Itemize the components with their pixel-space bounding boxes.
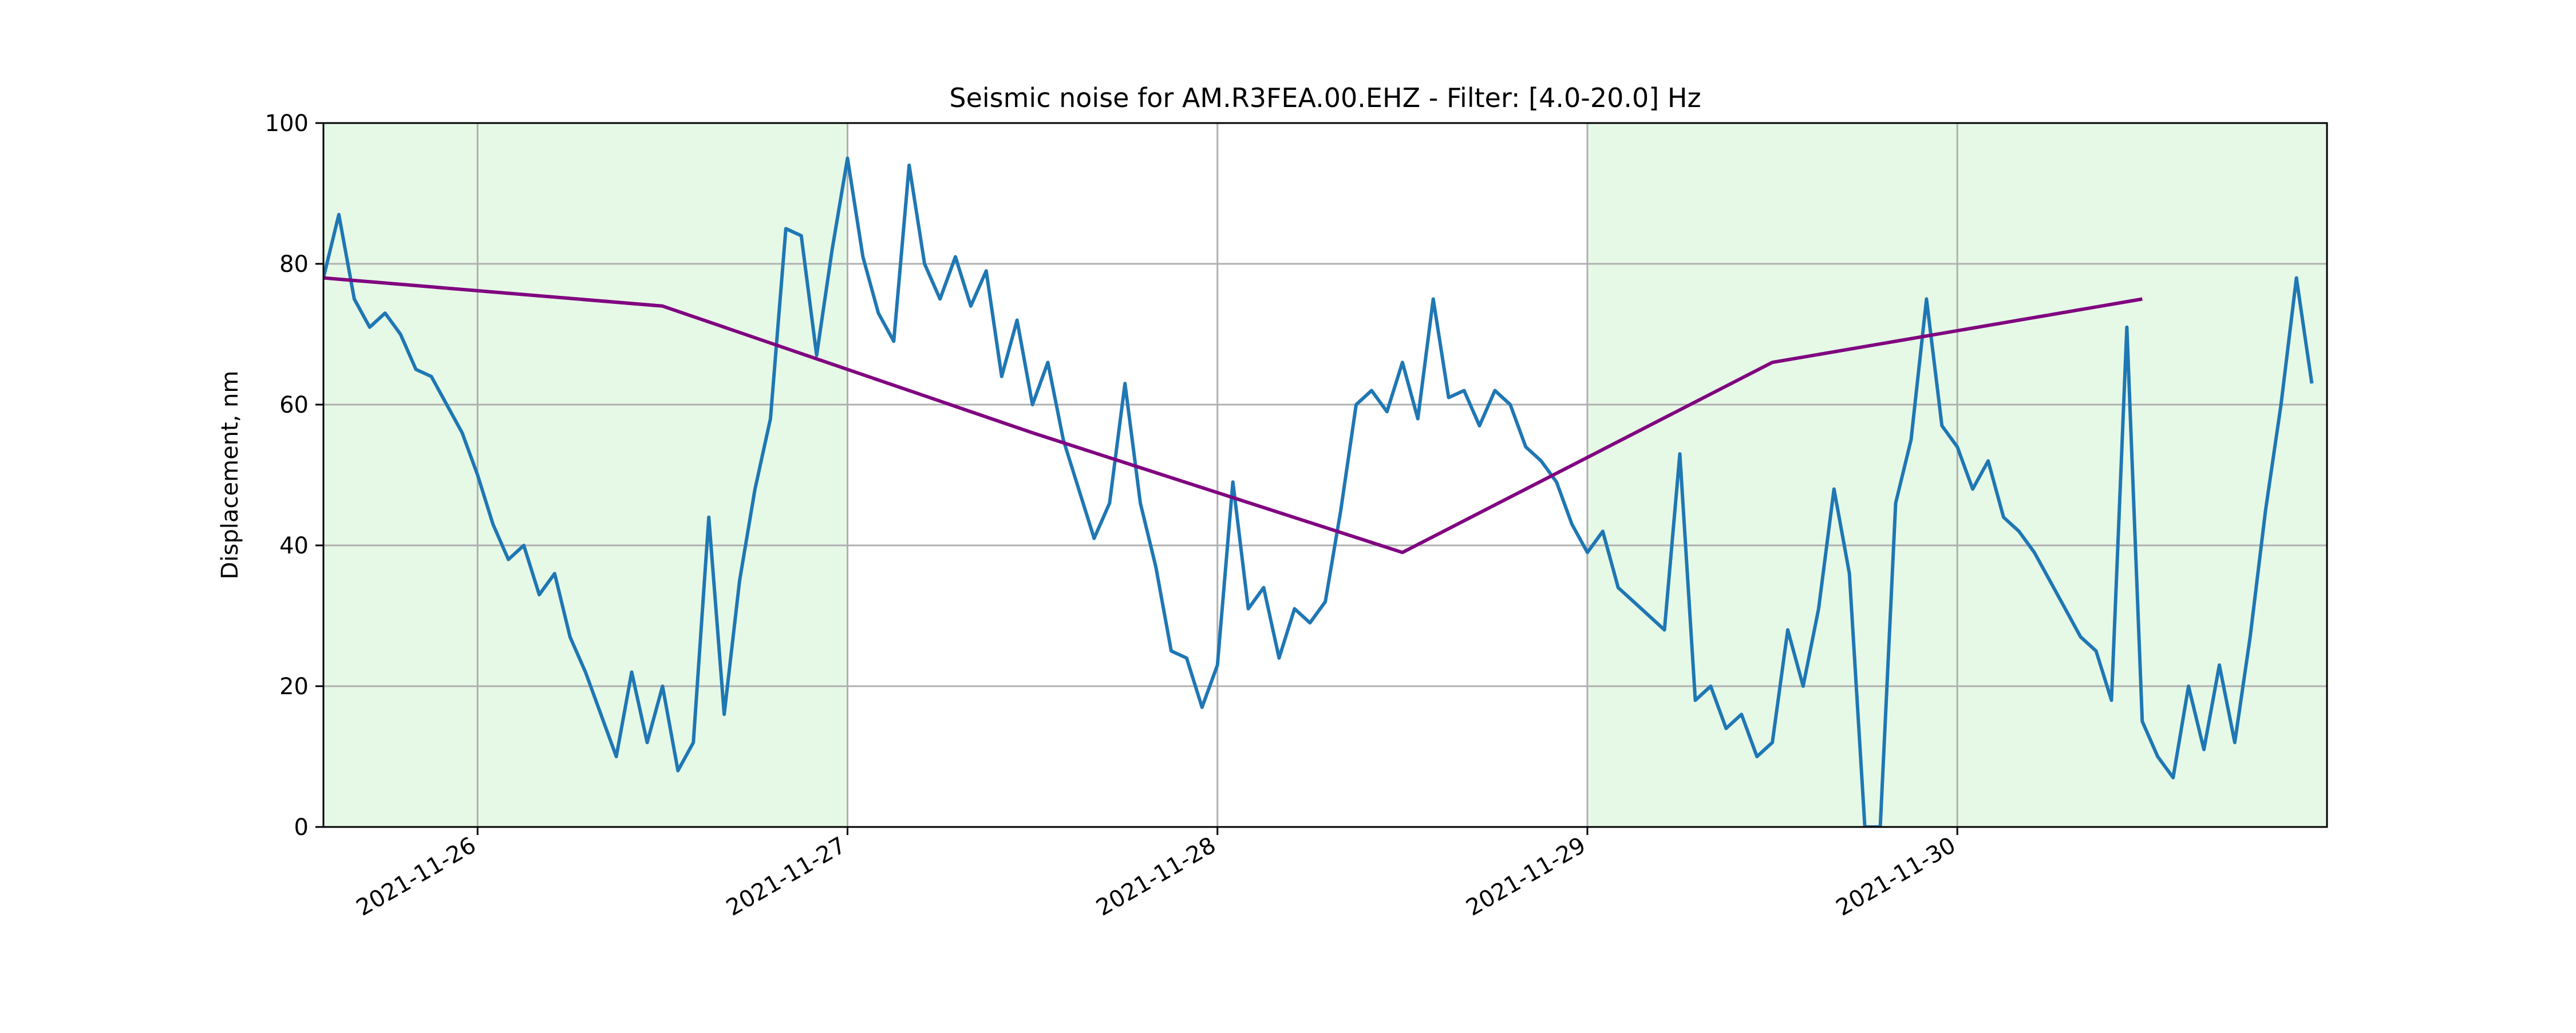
x-tick-label: 2021-11-28 [1092,832,1220,921]
x-tick-label: 2021-11-30 [1832,832,1960,921]
x-tick-label: 2021-11-29 [1462,832,1590,921]
chart-title: Seismic noise for AM.R3FEA.00.EHZ - Filt… [949,82,1701,113]
y-tick-label: 40 [279,533,309,559]
x-tick-label: 2021-11-26 [352,832,480,921]
shaded-span [323,123,848,827]
series-line-trend [323,276,2143,555]
y-tick-label: 60 [279,392,309,418]
y-tick-label: 20 [279,674,309,700]
x-tick-label: 2021-11-27 [722,832,850,921]
y-tick-label: 0 [294,814,309,841]
y-tick-label: 80 [279,251,309,278]
y-tick-label: 100 [265,110,309,137]
plot-frame [322,122,2328,828]
y-axis-label: Displacement, nm [217,371,243,580]
series-line-noise [323,156,2314,827]
